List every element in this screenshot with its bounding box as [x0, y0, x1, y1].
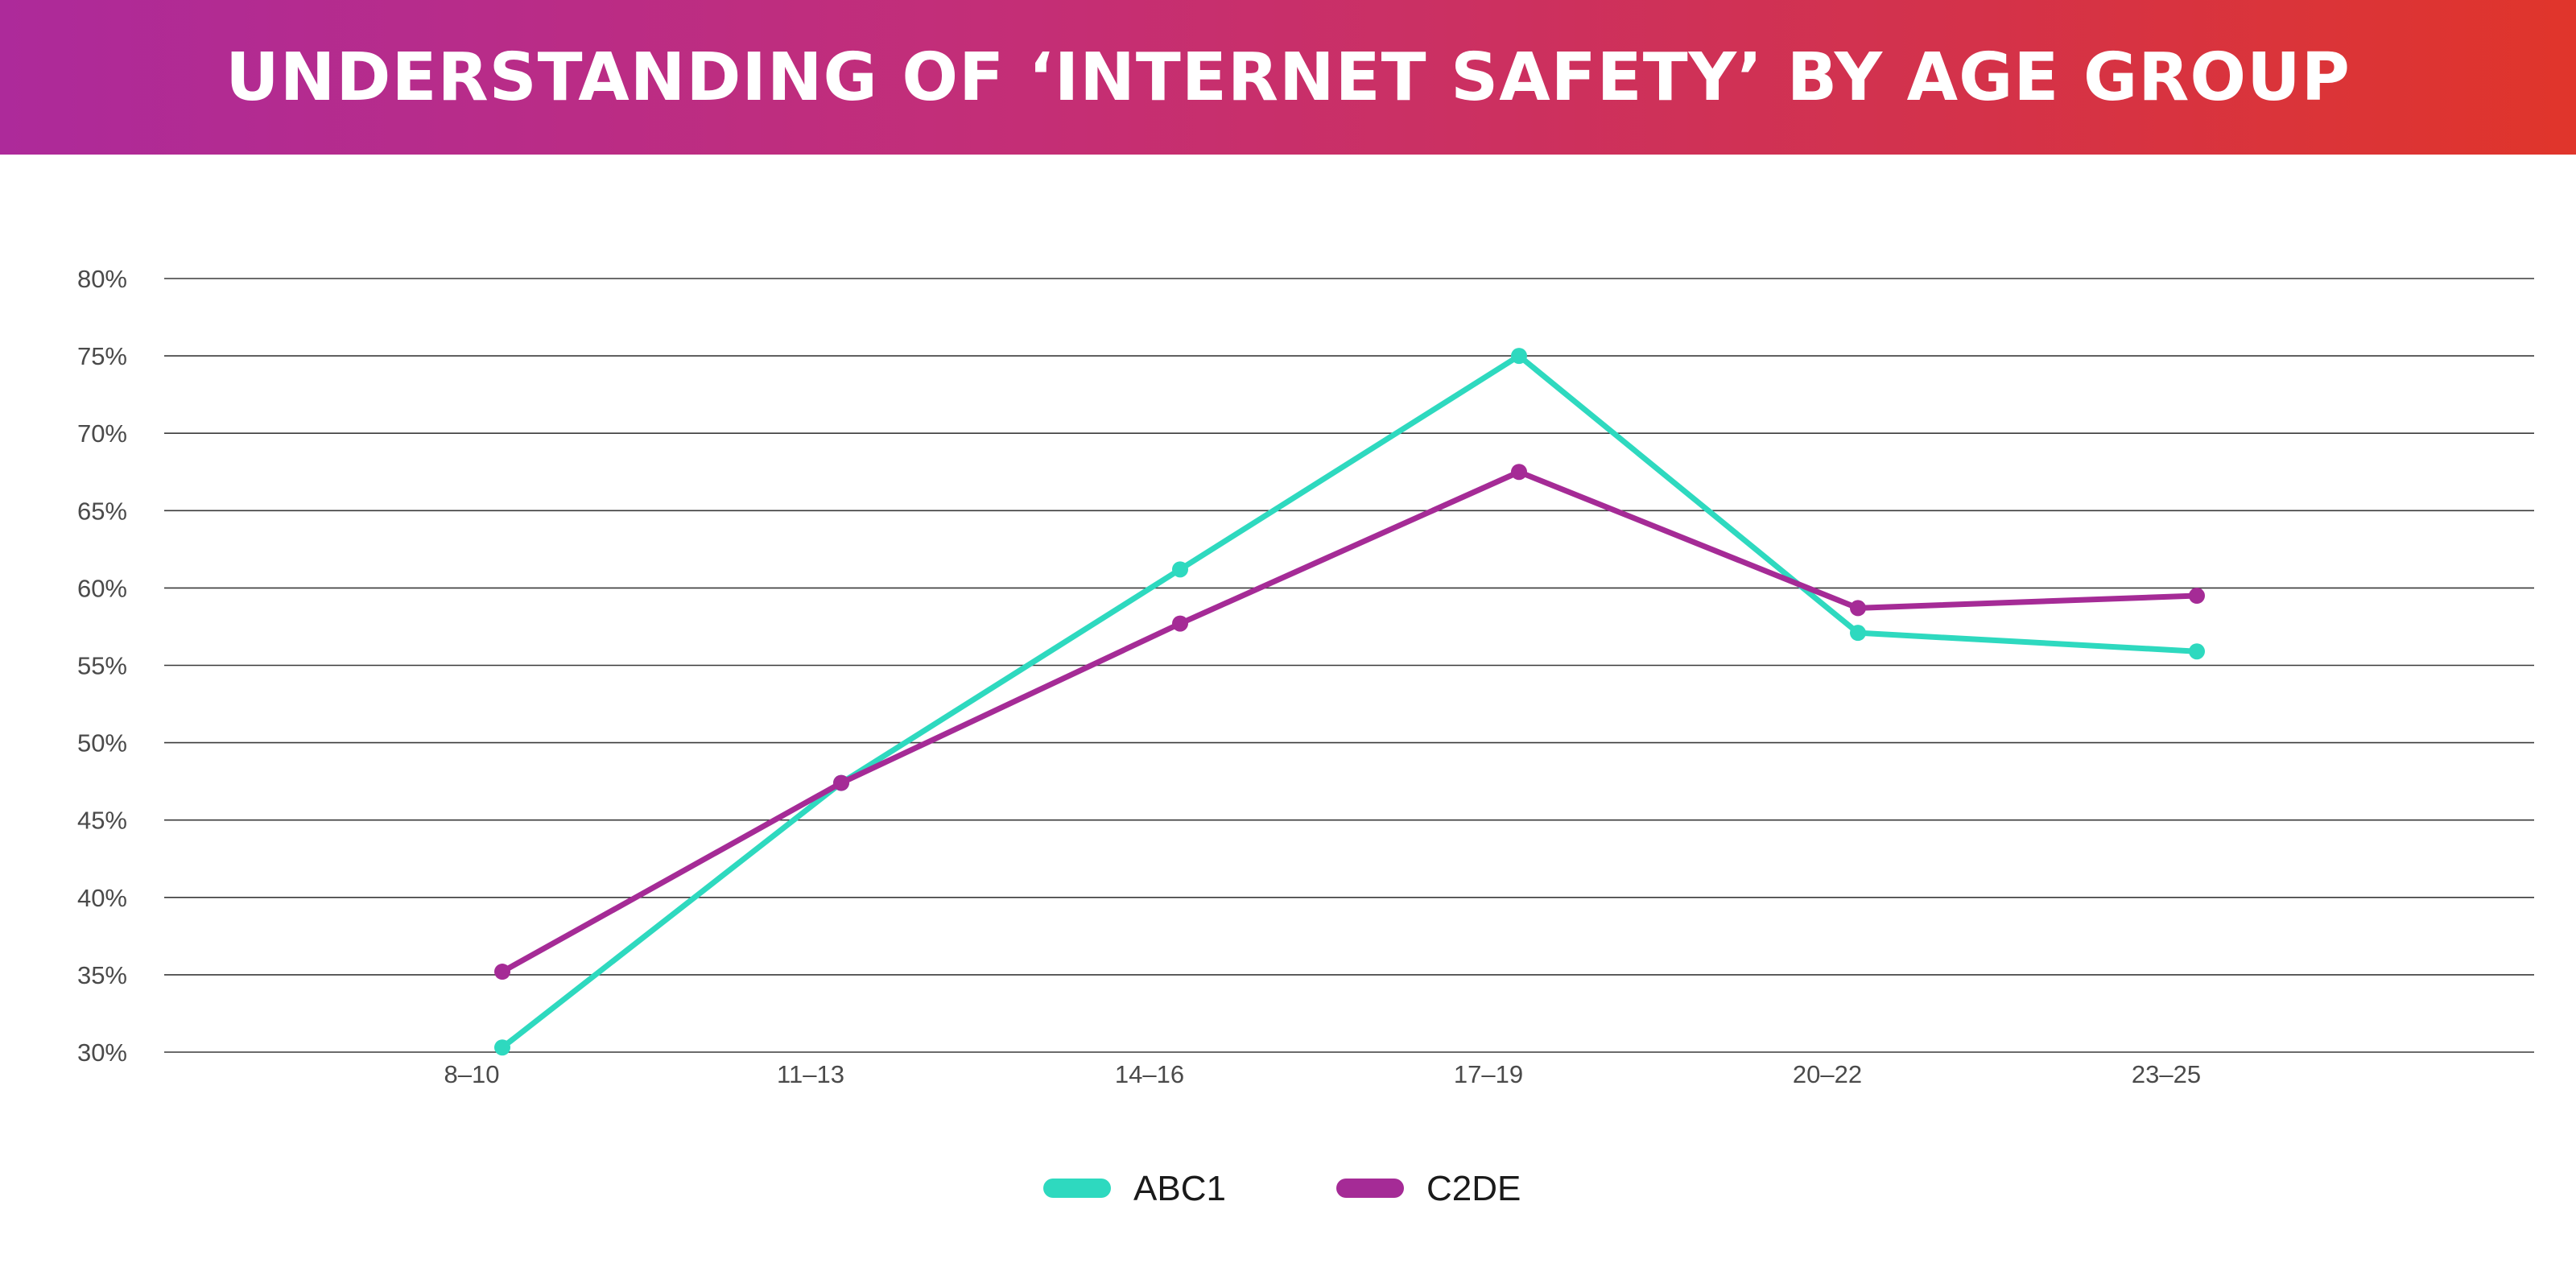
data-point: [494, 964, 510, 980]
legend-label: ABC1: [1133, 1169, 1226, 1208]
x-tick-label: 17–19: [1454, 1060, 1523, 1088]
y-tick-label: 70%: [77, 419, 127, 448]
data-point: [1850, 625, 1866, 642]
data-point: [1172, 615, 1188, 632]
chart-title: UNDERSTANDING OF ‘INTERNET SAFETY’ BY AG…: [225, 39, 2351, 116]
title-banner: UNDERSTANDING OF ‘INTERNET SAFETY’ BY AG…: [0, 0, 2576, 155]
data-point: [2189, 643, 2205, 660]
data-point: [1511, 348, 1527, 365]
y-tick-label: 80%: [77, 265, 127, 293]
data-point: [2189, 588, 2205, 605]
y-tick-label: 50%: [77, 729, 127, 758]
x-tick-label: 14–16: [1115, 1060, 1184, 1088]
gridlines: [164, 278, 2534, 1053]
legend-item-abc1: ABC1: [1043, 1169, 1226, 1208]
data-point: [833, 774, 849, 791]
y-tick-label: 75%: [77, 342, 127, 370]
y-tick-label: 65%: [77, 497, 127, 525]
y-tick-label: 40%: [77, 884, 127, 912]
y-tick-label: 30%: [77, 1038, 127, 1067]
legend-item-c2de: C2DE: [1336, 1169, 1521, 1208]
series-line: [499, 469, 2200, 975]
x-tick-label: 8–10: [444, 1060, 500, 1088]
series-line: [499, 353, 2200, 1051]
data-point: [494, 1039, 510, 1056]
data-point: [1172, 561, 1188, 578]
y-tick-label: 35%: [77, 961, 127, 989]
data-point: [1511, 464, 1527, 481]
legend: ABC1 C2DE: [1043, 1169, 1521, 1208]
series-c2de: [494, 464, 2205, 980]
x-axis-tick-labels: 8–10 11–13 14–16 17–19 20–22 23–25: [444, 1060, 2202, 1088]
y-tick-label: 55%: [77, 652, 127, 680]
series-abc1: [494, 348, 2205, 1056]
x-tick-label: 11–13: [777, 1060, 844, 1088]
x-tick-label: 23–25: [2132, 1060, 2201, 1088]
x-tick-label: 20–22: [1793, 1060, 1862, 1088]
legend-label: C2DE: [1426, 1169, 1521, 1208]
y-tick-label: 60%: [77, 574, 127, 602]
data-point: [1850, 600, 1866, 617]
y-tick-label: 45%: [77, 807, 127, 835]
series-group: [494, 348, 2205, 1056]
y-axis-tick-labels: 30% 35% 40% 45% 50% 55% 60% 65% 70% 75% 80%: [77, 265, 127, 1067]
